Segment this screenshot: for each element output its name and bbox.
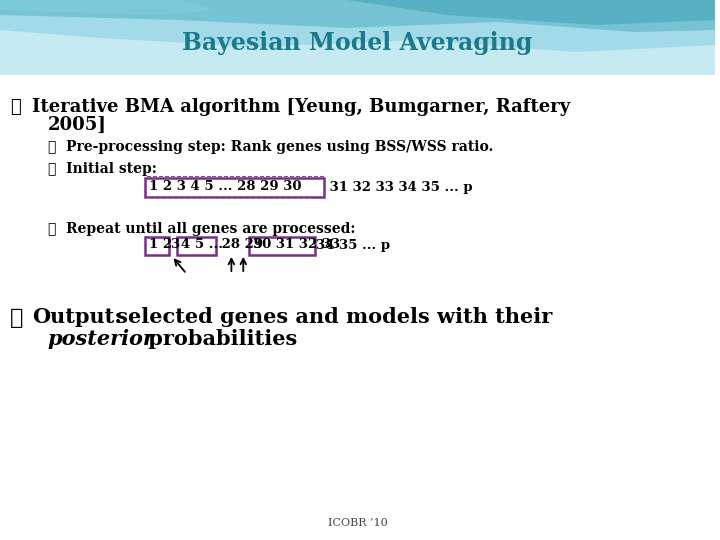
Text: 3: 3 <box>170 239 179 252</box>
FancyBboxPatch shape <box>249 237 315 255</box>
FancyBboxPatch shape <box>176 237 217 255</box>
Polygon shape <box>0 0 218 15</box>
FancyBboxPatch shape <box>145 178 324 197</box>
Bar <box>0 0 715 75</box>
Text: 30 31 32 33: 30 31 32 33 <box>253 239 341 252</box>
Polygon shape <box>0 0 715 52</box>
Text: ❧: ❧ <box>10 307 23 329</box>
Text: Iterative BMA algorithm [Yeung, Bumgarner, Raftery: Iterative BMA algorithm [Yeung, Bumgarne… <box>32 98 570 116</box>
Text: ❧: ❧ <box>10 98 21 116</box>
Text: Bayesian Model Averaging: Bayesian Model Averaging <box>182 31 533 55</box>
Text: Output:: Output: <box>32 307 122 327</box>
Polygon shape <box>0 0 715 32</box>
Text: selected genes and models with their: selected genes and models with their <box>109 307 552 327</box>
Text: ❧: ❧ <box>48 222 56 236</box>
Text: ICOBR ’10: ICOBR ’10 <box>328 518 387 528</box>
Text: probabilities: probabilities <box>141 329 297 349</box>
Text: 1 2: 1 2 <box>149 239 172 252</box>
Text: ❧: ❧ <box>48 162 56 176</box>
Text: 2005]: 2005] <box>48 116 107 134</box>
Text: Pre-processing step: Rank genes using BSS/WSS ratio.: Pre-processing step: Rank genes using BS… <box>66 140 493 154</box>
Text: ❧: ❧ <box>48 140 56 154</box>
Text: 34 35 ... p: 34 35 ... p <box>316 239 390 252</box>
Text: posterior: posterior <box>48 329 155 349</box>
Polygon shape <box>348 0 715 25</box>
Text: 28 29: 28 29 <box>217 239 264 252</box>
FancyBboxPatch shape <box>145 237 168 255</box>
Text: 1 2 3 4 5 ... 28 29 30: 1 2 3 4 5 ... 28 29 30 <box>149 180 302 193</box>
Text: Initial step:: Initial step: <box>66 162 156 176</box>
Text: 31 32 33 34 35 ... p: 31 32 33 34 35 ... p <box>325 180 472 193</box>
Text: Repeat until all genes are processed:: Repeat until all genes are processed: <box>66 222 355 236</box>
Text: 4 5 ...: 4 5 ... <box>181 239 222 252</box>
